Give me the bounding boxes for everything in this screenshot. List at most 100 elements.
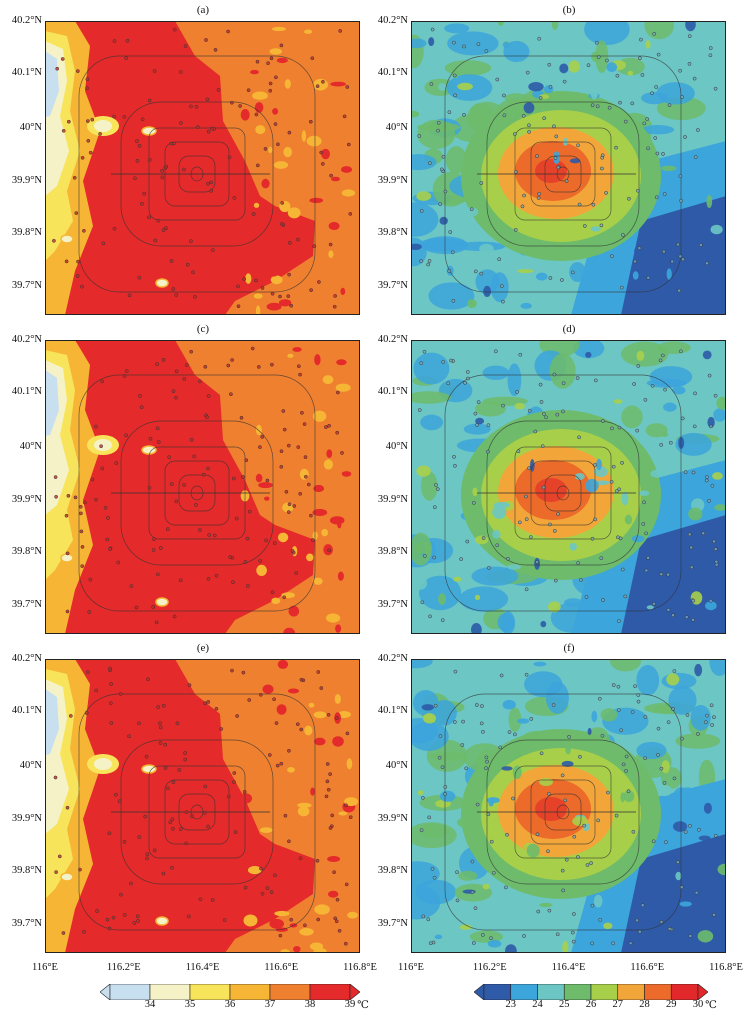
colorbar-swatch	[483, 984, 512, 1000]
latitude-label: 40°N	[19, 760, 42, 771]
latitude-label: 39.9°N	[377, 813, 408, 824]
latitude-label: 39.9°N	[377, 175, 408, 186]
colorbar-tick-label: 25	[559, 999, 570, 1010]
latitude-label: 39.9°N	[11, 494, 42, 505]
colorbar-tick-label: 27	[612, 999, 624, 1010]
temperature-field	[411, 659, 726, 953]
colorbar-swatch	[189, 984, 231, 1000]
colorbar-swatch	[644, 984, 672, 1000]
station-markers	[419, 669, 718, 946]
latitude-label: 39.7°N	[11, 280, 42, 291]
latitude-label: 40.2°N	[11, 334, 42, 345]
longitude-label: 116.2°E	[106, 962, 141, 973]
latitude-label: 39.8°N	[11, 546, 42, 557]
longitude-label: 116°E	[398, 962, 424, 973]
station-markers	[53, 346, 344, 625]
longitude-label: 116.2°E	[472, 962, 507, 973]
longitude-label: 116.6°E	[264, 962, 299, 973]
ring-roads	[444, 693, 682, 931]
colorbar-swatch	[537, 984, 565, 1000]
colorbar-tick-label: 38	[304, 999, 316, 1010]
station-markers	[417, 349, 719, 623]
colorbar-swatch	[309, 984, 351, 1000]
temperature-field	[411, 340, 726, 634]
longitude-label: 116.4°E	[185, 962, 220, 973]
panel-title-e: (e)	[196, 642, 210, 654]
latitude-label: 39.7°N	[377, 918, 408, 929]
colorbar-swatch	[563, 984, 592, 1000]
colorbar-swatch	[229, 984, 271, 1000]
panel-title-a: (a)	[196, 4, 210, 16]
map-panel-b	[411, 21, 726, 315]
latitude-label: 39.7°N	[377, 280, 408, 291]
latitude-label: 39.7°N	[11, 599, 42, 610]
longitude-label: 116°E	[32, 962, 58, 973]
latitude-label: 39.8°N	[377, 546, 408, 557]
latitude-label: 40°N	[19, 441, 42, 452]
colorbar-tick-label: 37	[264, 999, 276, 1010]
colorbar-swatch	[590, 984, 619, 1000]
longitude-label: 116.8°E	[343, 962, 377, 973]
latitude-label: 39.9°N	[11, 175, 42, 186]
colorbar-swatch	[510, 984, 538, 1000]
colorbar-tick-label: 36	[224, 999, 236, 1010]
map-panel-f	[411, 659, 726, 953]
station-markers	[417, 27, 718, 304]
latitude-label: 40.1°N	[11, 67, 42, 78]
colorbar-tick-label: 28	[639, 999, 650, 1010]
latitude-label: 39.8°N	[377, 227, 408, 238]
latitude-label: 39.7°N	[377, 599, 408, 610]
latitude-label: 40°N	[385, 122, 408, 133]
colorbar-tick-label: 24	[532, 999, 543, 1010]
colorbar-unit-label: ℃	[705, 1000, 717, 1011]
panel-title-b: (b)	[562, 4, 576, 16]
ring-roads	[444, 374, 682, 612]
colorbar-tick-label: 26	[585, 999, 597, 1010]
latitude-label: 40.2°N	[377, 15, 408, 26]
colorbar-swatch	[109, 984, 151, 1000]
colorbar-swatch	[670, 984, 699, 1000]
latitude-label: 39.7°N	[11, 918, 42, 929]
latitude-label: 39.8°N	[11, 865, 42, 876]
ring-roads	[78, 693, 316, 931]
latitude-label: 40°N	[385, 760, 408, 771]
latitude-label: 40.1°N	[377, 67, 408, 78]
colorbar-tick-label: 39	[344, 999, 356, 1010]
colorbar-tick-label: 35	[184, 999, 196, 1010]
colorbar-swatch	[617, 984, 645, 1000]
temperature-field	[45, 21, 360, 315]
ring-roads	[444, 55, 682, 293]
latitude-label: 40.2°N	[11, 653, 42, 664]
colorbar-tick-label: 23	[505, 999, 517, 1010]
latitude-label: 40.1°N	[377, 705, 408, 716]
colorbar-left	[100, 984, 360, 1000]
colorbar-tick-label: 30	[692, 999, 704, 1010]
latitude-label: 39.9°N	[11, 813, 42, 824]
map-panel-e	[45, 659, 360, 953]
latitude-label: 40.1°N	[377, 386, 408, 397]
map-panel-d	[411, 340, 726, 634]
longitude-label: 116.8°E	[709, 962, 743, 973]
latitude-label: 40.2°N	[11, 15, 42, 26]
temperature-field	[45, 659, 360, 953]
latitude-label: 40.2°N	[377, 334, 408, 345]
map-panel-c	[45, 340, 360, 634]
temperature-field	[45, 340, 360, 634]
panel-title-c: (c)	[196, 323, 210, 335]
colorbar-unit-label: ℃	[357, 1000, 369, 1011]
latitude-label: 40.1°N	[11, 386, 42, 397]
panel-title-f: (f)	[563, 642, 575, 654]
colorbar-right	[474, 984, 708, 1000]
panel-title-d: (d)	[562, 323, 576, 335]
ring-roads	[78, 374, 316, 612]
temperature-field	[411, 21, 726, 315]
latitude-label: 39.8°N	[11, 227, 42, 238]
colorbar-tick-label: 29	[666, 999, 677, 1010]
latitude-label: 40.1°N	[11, 705, 42, 716]
station-markers	[52, 27, 353, 309]
colorbar-swatch	[149, 984, 191, 1000]
ring-roads	[78, 55, 316, 293]
map-panel-a	[45, 21, 360, 315]
colorbar-swatch	[269, 984, 311, 1000]
latitude-label: 40°N	[385, 441, 408, 452]
